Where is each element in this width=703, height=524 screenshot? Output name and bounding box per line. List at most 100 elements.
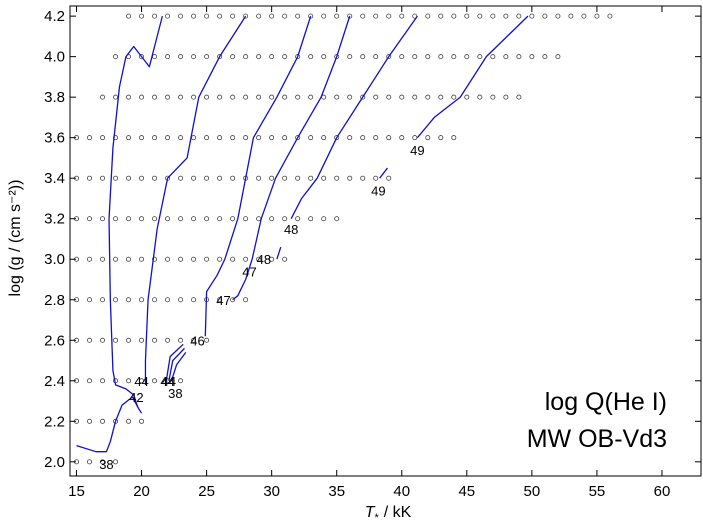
grid-point [542, 13, 548, 19]
grid-point [165, 13, 171, 19]
grid-point [282, 54, 288, 60]
grid-point [451, 13, 457, 19]
grid-point [308, 135, 314, 141]
grid-point [360, 94, 366, 100]
grid-point [412, 94, 418, 100]
grid-point [230, 94, 236, 100]
grid-point [269, 256, 275, 262]
grid-point [477, 94, 483, 100]
grid-point [113, 54, 119, 60]
grid-point [269, 216, 275, 222]
plot-frame [69, 5, 702, 477]
grid-point [373, 135, 379, 141]
grid-point [139, 418, 145, 424]
grid-point [490, 13, 496, 19]
grid-point [178, 378, 184, 384]
y-tick-label: 2.2 [44, 413, 65, 430]
grid-point [204, 13, 210, 19]
grid-point [386, 54, 392, 60]
grid-point [217, 135, 223, 141]
grid-point [139, 135, 145, 141]
x-tick-label: 40 [393, 483, 410, 500]
grid-point [113, 216, 119, 222]
grid-point [204, 94, 210, 100]
grid-point [282, 94, 288, 100]
grid-point [178, 13, 184, 19]
grid-point [282, 135, 288, 141]
grid-point [503, 94, 509, 100]
grid-point [256, 94, 262, 100]
grid-point [178, 54, 184, 60]
grid-point [334, 135, 340, 141]
grid-point [321, 13, 327, 19]
grid-point [373, 13, 379, 19]
grid-point [100, 135, 106, 141]
grid-point [321, 175, 327, 181]
grid-point [347, 175, 353, 181]
x-tick-label: 60 [654, 483, 671, 500]
grid-point [126, 256, 132, 262]
grid-point [217, 13, 223, 19]
grid-point [438, 94, 444, 100]
grid-point [386, 135, 392, 141]
grid-point [256, 216, 262, 222]
grid-point [126, 216, 132, 222]
grid-point [100, 94, 106, 100]
grid-point [295, 94, 301, 100]
contour-line-44 [144, 15, 247, 385]
grid-point [165, 256, 171, 262]
grid-point [581, 13, 587, 19]
y-tick-label: 4.2 [44, 8, 65, 25]
grid-point [243, 135, 249, 141]
grid-point [126, 135, 132, 141]
grid-point [321, 135, 327, 141]
grid-point [87, 459, 93, 465]
x-axis-label: T* / kK [365, 504, 412, 524]
grid-point [126, 337, 132, 343]
annotation-quantity: log Q(He I) [545, 388, 667, 416]
grid-point [165, 378, 171, 384]
grid-point [178, 297, 184, 303]
grid-point [243, 94, 249, 100]
grid-point [243, 256, 249, 262]
grid-point [191, 297, 197, 303]
grid-point [308, 54, 314, 60]
y-tick-label: 2.6 [44, 332, 65, 349]
grid-point [295, 13, 301, 19]
grid-point [152, 94, 158, 100]
grid-point [100, 297, 106, 303]
grid-point [100, 378, 106, 384]
grid-point [191, 54, 197, 60]
grid-point [165, 337, 171, 343]
grid-point [425, 94, 431, 100]
y-tick-label: 3.0 [44, 251, 65, 268]
grid-point [256, 135, 262, 141]
grid-point [139, 94, 145, 100]
grid-point [191, 216, 197, 222]
y-tick-label: 2.4 [44, 373, 65, 390]
grid-point [308, 94, 314, 100]
contour-label: 44 [162, 374, 176, 389]
grid-point [139, 256, 145, 262]
x-tick-label: 55 [589, 483, 606, 500]
grid-point [113, 175, 119, 181]
grid-point [399, 13, 405, 19]
grid-point [87, 378, 93, 384]
contour-label: 47 [216, 293, 230, 308]
grid-point [334, 94, 340, 100]
grid-point [100, 175, 106, 181]
grid-point [503, 54, 509, 60]
grid-point [152, 297, 158, 303]
model-grid-points [74, 13, 613, 465]
grid-point [347, 94, 353, 100]
grid-point [282, 175, 288, 181]
x-tick-label: 15 [68, 483, 85, 500]
x-tick-label: 45 [458, 483, 475, 500]
contour-line-42 [108, 15, 163, 408]
grid-point [347, 54, 353, 60]
grid-point [152, 337, 158, 343]
contour-line-47 [232, 15, 351, 301]
grid-point [217, 54, 223, 60]
grid-point [230, 135, 236, 141]
grid-point [607, 13, 613, 19]
